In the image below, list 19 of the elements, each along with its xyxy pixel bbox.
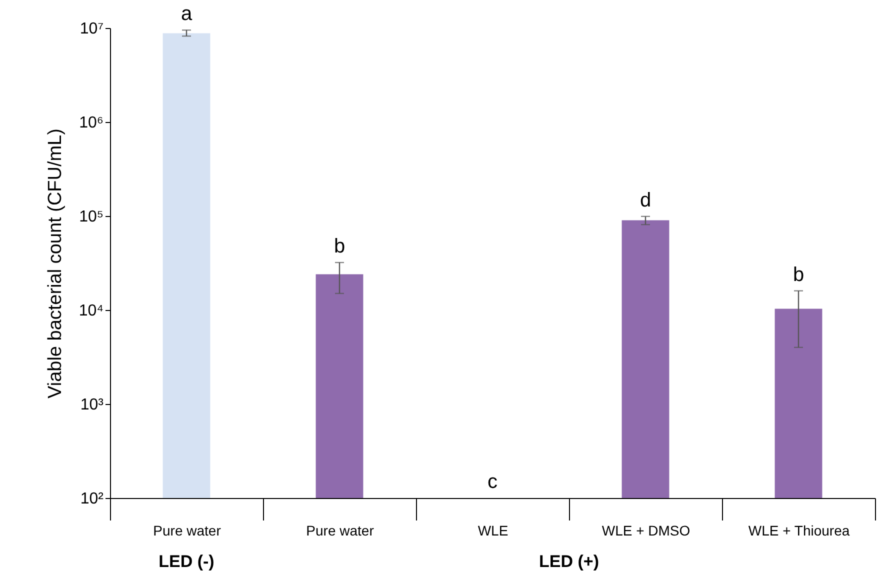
data-label: b [792, 264, 804, 286]
data-label: d [640, 189, 652, 212]
y-tick-label: 10⁷ [80, 20, 104, 38]
x-tick-label: Pure water [306, 522, 374, 538]
text: LED (+) [539, 552, 599, 571]
x-tick-label: WLE + Thiourea [748, 522, 850, 538]
x-tick-label: WLE + DMSO [602, 522, 690, 538]
y-tick-label: 10² [80, 490, 104, 508]
y-tick-label: 10⁵ [79, 208, 104, 226]
x-tick-label: Pure water [153, 522, 222, 538]
y-tick-label: 10³ [80, 396, 104, 414]
y-tick-label: 10⁶ [79, 114, 104, 132]
y-axis-title: Viable bacterial count (CFU/mL) [44, 128, 66, 398]
data-label: c [488, 471, 498, 493]
data-label: b [334, 236, 346, 258]
x-tick-label: WLE [478, 522, 508, 538]
y-tick-label: 10⁴ [78, 302, 104, 320]
data-label: a [180, 3, 193, 26]
text: LED (-) [158, 552, 214, 571]
